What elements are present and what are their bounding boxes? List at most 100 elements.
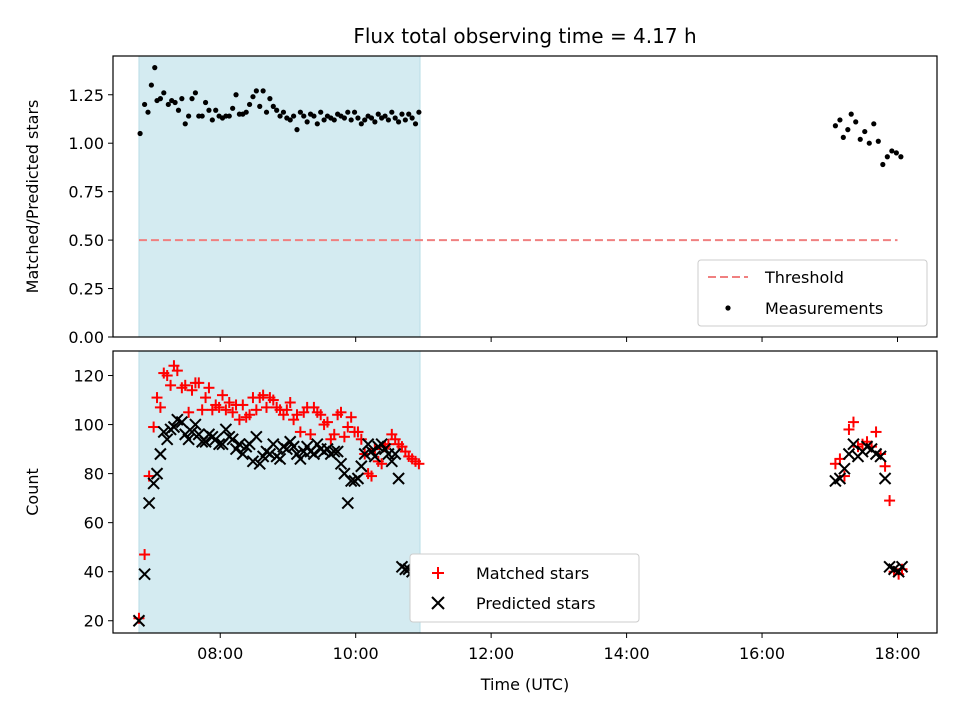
measurement-point bbox=[142, 101, 148, 108]
matched-star-point bbox=[161, 370, 173, 382]
measurement-point bbox=[304, 119, 310, 125]
matched-star-point bbox=[267, 394, 279, 406]
matched-star-point bbox=[328, 428, 340, 440]
top-marks bbox=[137, 65, 904, 242]
measurement-point bbox=[161, 90, 167, 96]
predicted-star-point bbox=[175, 415, 189, 429]
predicted-star-point bbox=[147, 477, 160, 490]
predicted-star-point bbox=[212, 437, 226, 451]
bottom-legend: Matched stars Predicted stars bbox=[409, 553, 640, 623]
measurement-point bbox=[880, 161, 886, 168]
predicted-star-point bbox=[253, 457, 266, 471]
matched-star-point bbox=[154, 401, 166, 413]
measurement-point bbox=[202, 99, 209, 106]
matched-star-point bbox=[165, 379, 177, 391]
measurement-point bbox=[137, 130, 143, 137]
measurement-point bbox=[314, 121, 320, 127]
y-tick-label: 0.75 bbox=[68, 183, 104, 202]
measurement-point bbox=[898, 154, 904, 160]
measurement-point bbox=[402, 117, 408, 123]
predicted-star-point bbox=[250, 430, 263, 444]
predicted-star-point bbox=[351, 472, 365, 485]
measurement-point bbox=[382, 113, 388, 119]
measurement-point bbox=[192, 90, 198, 96]
matched-star-point bbox=[365, 470, 377, 482]
matched-star-point bbox=[884, 495, 896, 507]
measurement-point bbox=[351, 109, 358, 115]
chart-title: Flux total observing time = 4.17 h bbox=[353, 24, 696, 48]
y-tick-label: 60 bbox=[84, 514, 104, 533]
measurement-point bbox=[409, 115, 415, 121]
predicted-star-point bbox=[287, 440, 300, 453]
measurement-point bbox=[848, 111, 854, 117]
y-tick-label: 120 bbox=[73, 367, 104, 386]
bottom-axis-ticks: 20 40 60 80 100 120 08:00 10:00 12:00 14:00 16:00 1… bbox=[73, 367, 920, 663]
matched-star-point bbox=[223, 396, 235, 408]
predicted-star-point bbox=[160, 433, 174, 446]
predicted-star-point bbox=[838, 462, 851, 475]
y-tick-label: 20 bbox=[84, 612, 104, 631]
measurements-legend-label: Measurements bbox=[765, 299, 883, 318]
matched-star-point bbox=[193, 377, 205, 389]
predicted-star-point bbox=[368, 450, 382, 463]
matched-star-point bbox=[139, 549, 151, 561]
matched-star-point bbox=[843, 423, 855, 435]
predicted-star-point bbox=[167, 420, 181, 434]
measurement-point bbox=[362, 117, 368, 123]
measurement-point bbox=[199, 113, 205, 119]
predicted-star-point bbox=[219, 423, 233, 436]
measurement-point bbox=[230, 105, 236, 111]
measurement-point bbox=[853, 119, 859, 125]
measurement-point bbox=[277, 113, 283, 119]
measurement-point bbox=[213, 107, 219, 113]
predicted-star-point bbox=[399, 563, 412, 576]
measurement-point bbox=[412, 121, 419, 127]
measurement-point bbox=[406, 111, 412, 117]
measurement-point bbox=[145, 109, 151, 115]
top-axes-frame bbox=[112, 55, 938, 338]
predicted-star-point bbox=[233, 437, 246, 451]
predicted-star-point bbox=[185, 425, 199, 439]
matched-star-point bbox=[847, 416, 859, 428]
measurement-point bbox=[875, 138, 881, 144]
matched-star-point bbox=[203, 382, 215, 394]
matched-star-point bbox=[870, 426, 882, 438]
matched-star-point bbox=[321, 416, 333, 428]
predicted-star-point bbox=[392, 472, 405, 485]
y-tick-label: 1.25 bbox=[68, 86, 104, 105]
x-tick-label: 16:00 bbox=[739, 644, 785, 663]
matched-star-point bbox=[315, 409, 327, 421]
y-tick-label: 0.00 bbox=[68, 328, 104, 347]
matched-star-point bbox=[237, 399, 249, 411]
measurement-point bbox=[395, 119, 402, 125]
predicted-star-point bbox=[182, 433, 195, 446]
measurement-point bbox=[250, 94, 256, 100]
predicted-legend-label: Predicted stars bbox=[476, 594, 596, 613]
matched-legend-swatch bbox=[432, 567, 444, 579]
bottom-legend-box bbox=[409, 553, 640, 623]
measurement-point bbox=[857, 136, 863, 142]
x-axis-label: Time (UTC) bbox=[480, 675, 569, 694]
predicted-star-point bbox=[388, 447, 402, 461]
predicted-star-point bbox=[263, 447, 277, 461]
top-y-axis-label: Matched/Predicted stars bbox=[23, 100, 42, 294]
measurement-point bbox=[884, 154, 890, 160]
predicted-star-point bbox=[307, 447, 321, 461]
predicted-star-point bbox=[294, 452, 307, 466]
matched-star-point bbox=[148, 421, 160, 433]
matched-star-point bbox=[196, 404, 208, 416]
measurement-point bbox=[157, 96, 164, 102]
matched-star-point bbox=[338, 431, 350, 443]
top-axis-ticks: 0.00 0.25 0.50 0.75 1.00 1.25 bbox=[68, 86, 898, 347]
measurement-point bbox=[375, 111, 381, 117]
bottom-panel: 20 40 60 80 100 120 08:00 10:00 12:00 14:00 16:00 1… bbox=[23, 350, 938, 694]
measurement-point bbox=[392, 115, 398, 121]
measurement-point bbox=[291, 113, 297, 119]
matched-star-point bbox=[250, 404, 262, 416]
top-legend-box bbox=[697, 259, 928, 327]
predicted-star-point bbox=[246, 455, 260, 468]
matched-star-point bbox=[413, 458, 425, 470]
measurement-point bbox=[297, 109, 303, 115]
measurement-point bbox=[301, 113, 307, 119]
measurement-point bbox=[253, 88, 259, 94]
